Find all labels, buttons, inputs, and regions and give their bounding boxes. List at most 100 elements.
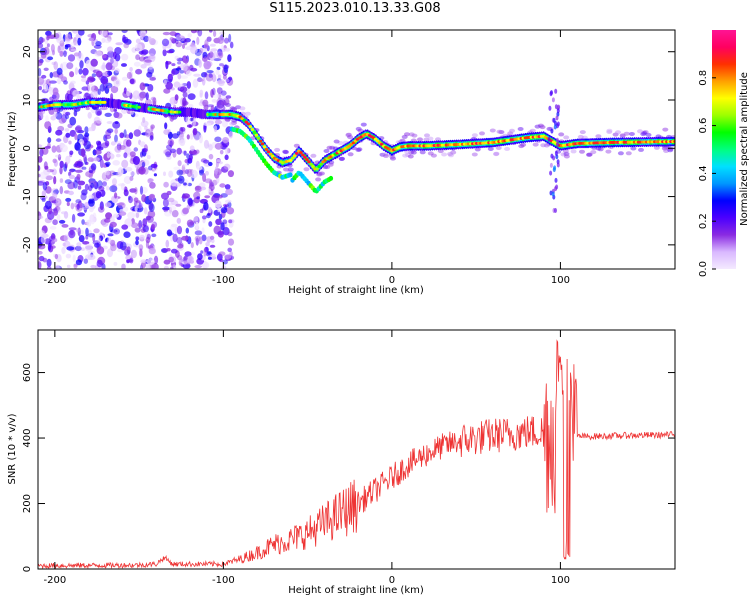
spectrogram-noise-blob	[194, 265, 202, 269]
spectrogram-noise-blob	[125, 139, 132, 147]
spectrogram-noise-blob	[166, 50, 174, 54]
spectrogram-noise-blob	[70, 80, 76, 85]
spectrogram-noise-blob	[129, 151, 136, 158]
spectrogram-noise-blob	[198, 134, 203, 144]
spectrogram-noise-blob	[99, 83, 106, 92]
spectrogram-noise-blob	[205, 73, 214, 82]
spectrogram-haze	[287, 167, 294, 172]
spectrogram-noise-blob	[73, 163, 78, 168]
spectrogram-noise-blob	[212, 51, 218, 59]
spectrogram-noise-blob	[40, 51, 47, 59]
spectrogram-noise-blob	[171, 209, 179, 218]
spectrogram-noise-blob	[177, 73, 182, 80]
spectrogram-ridge-cell	[258, 139, 263, 143]
spectrogram-noise-blob	[46, 35, 50, 41]
spectrogram-noise-blob	[65, 132, 71, 138]
spectrogram-haze	[355, 126, 362, 131]
spectrogram-noise-blob	[64, 128, 70, 132]
spectrogram-noise-blob	[51, 94, 57, 99]
spectrogram-haze	[539, 125, 546, 130]
spectrogram-noise-blob	[148, 203, 155, 213]
spectrogram-ridge-cell	[264, 148, 269, 151]
spectrogram-noise-blob	[221, 265, 227, 269]
spectrogram-haze	[630, 146, 637, 151]
spectrogram-noise-blob	[208, 144, 213, 151]
spectrogram-noise-blob	[87, 157, 95, 162]
spectrogram-noise-blob	[223, 163, 231, 170]
spectrogram-noise-blob	[112, 228, 117, 236]
colorbar-ticks: 0.0 0.2 0.4 0.6 0.8	[698, 70, 716, 277]
spectrogram-noise-blob	[206, 36, 212, 42]
spectrogram-noise-blob	[187, 93, 196, 100]
spectrogram-noise-blob	[77, 212, 85, 217]
spectrogram-noise-blob	[151, 223, 156, 230]
spectrogram-noise-blob	[109, 185, 118, 193]
spectrogram-noise-blob	[109, 221, 117, 228]
spectrogram-haze	[496, 129, 503, 134]
spectrogram-noise-blob	[141, 194, 147, 203]
spectrogram-noise-blob	[139, 30, 147, 37]
spectrogram-noise-blob	[64, 33, 72, 42]
spectrogram-noise-blob	[38, 86, 42, 91]
spectrogram-noise-blob	[150, 126, 154, 132]
spectrogram-noise-blob	[146, 155, 151, 160]
spectrogram-noise-blob	[104, 170, 111, 176]
spectrogram-noise-blob	[76, 161, 84, 168]
spectrogram-noise-blob	[209, 180, 213, 189]
spectrogram-secondary-cell	[288, 172, 293, 178]
spectrogram-noise-blob	[38, 261, 42, 269]
spectrogram-noise-blob	[105, 163, 110, 168]
spectrogram-haze	[310, 153, 317, 158]
spectrogram-noise-blob	[167, 232, 174, 236]
spectrogram-noise-blob	[207, 251, 212, 255]
spectrogram-noise-blob	[63, 234, 69, 243]
spectrogram-noise-blob	[138, 202, 142, 211]
spectrogram-noise-blob	[112, 121, 121, 129]
spectrogram-spike-cell	[551, 97, 555, 103]
spectrogram-noise-blob	[121, 53, 129, 61]
spectrogram-noise-blob	[41, 197, 46, 202]
spectrogram-noise-blob	[38, 250, 43, 255]
spectrogram-noise-blob	[183, 150, 187, 156]
spectrogram-y-axis-label: Frequency (Hz)	[7, 111, 18, 187]
spectrogram-y-tick-label: 20	[22, 45, 33, 58]
snr-frame	[37, 329, 676, 570]
spectrogram-ridge-cell	[319, 162, 323, 166]
spectrogram-noise-blob	[166, 144, 172, 150]
spectrogram-noise-blob	[211, 99, 218, 103]
spectrogram-noise-blob	[106, 128, 114, 133]
spectrogram-noise-blob	[67, 181, 75, 190]
spectrogram-noise-blob	[163, 207, 169, 213]
spectrogram-noise-blob	[38, 144, 43, 148]
spectrogram-noise-blob	[208, 161, 213, 167]
spectrogram-noise-blob	[107, 233, 114, 237]
spectrogram-noise-blob	[186, 168, 193, 178]
spectrogram-noise-blob	[202, 173, 207, 182]
spectrogram-noise-blob	[190, 242, 194, 249]
spectrogram-noise-blob	[182, 43, 185, 49]
spectrogram-noise-blob	[73, 263, 79, 267]
spectrogram-noise-blob	[225, 199, 232, 204]
spectrogram-noise-blob	[143, 35, 150, 42]
spectrogram-noise-blob	[134, 227, 141, 233]
snr-plot: -200 -100 0 100 0 200 400 600 Height of straigh…	[7, 329, 676, 596]
spectrogram-noise-blob	[209, 244, 216, 248]
spectrogram-noise-blob	[69, 116, 77, 126]
spectrogram-noise-blob	[59, 178, 64, 183]
spectrogram-y-tick-label: -10	[22, 188, 33, 204]
spectrogram-noise-blob	[68, 140, 72, 145]
spectrogram-noise-blob	[220, 222, 225, 231]
spectrogram-noise-blob	[138, 56, 146, 62]
spectrogram-haze	[401, 134, 408, 139]
spectrogram-noise-blob	[113, 78, 121, 88]
spectrogram-noise-blob	[88, 170, 94, 173]
spectrogram-noise-blob	[84, 243, 93, 252]
snr-axes: -200 -100 0 100 0 200 400 600	[22, 330, 675, 586]
spectrogram-noise-blob	[126, 71, 132, 80]
spectrogram-noise-blob	[145, 92, 149, 101]
spectrogram-noise-blob	[187, 182, 192, 187]
spectrogram-noise-blob	[71, 213, 76, 223]
spectrogram-noise-blob	[216, 159, 221, 163]
spectrogram-noise-blob	[60, 211, 68, 215]
spectrogram-noise-blob	[99, 201, 104, 211]
